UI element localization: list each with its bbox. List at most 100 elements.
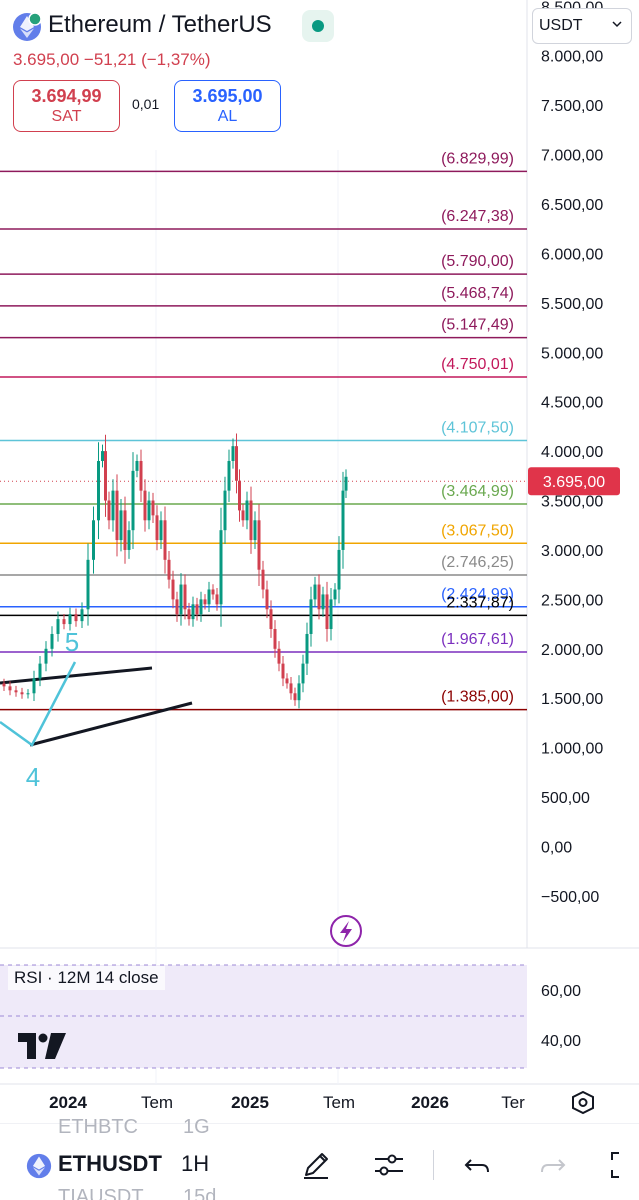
current-symbol[interactable]: ETHUSDT <box>58 1151 162 1176</box>
next-symbol[interactable]: TIAUSDT <box>58 1186 144 1200</box>
candle-body <box>143 490 147 521</box>
price-level-label: (2.424,99) <box>441 586 514 603</box>
candle-body <box>123 510 127 550</box>
chart-settings-icon <box>572 1090 594 1115</box>
pencil-icon[interactable] <box>296 1145 336 1185</box>
candle-body <box>2 683 6 687</box>
candle-body <box>38 663 42 679</box>
time-tick-label: 2024 <box>49 1093 87 1112</box>
candle-body <box>127 530 131 550</box>
candle-body <box>111 490 115 521</box>
redo-icon[interactable] <box>533 1145 573 1185</box>
candle-body <box>101 451 104 461</box>
wave-label-4: 4 <box>26 762 40 792</box>
chevron-down-icon <box>611 18 623 33</box>
sell-label: SAT <box>51 108 82 125</box>
candle-body <box>285 678 289 684</box>
price-tick-label: 4.500,00 <box>541 395 603 412</box>
candle-body <box>253 520 257 541</box>
candle-body <box>273 629 277 649</box>
candle-body <box>329 599 333 630</box>
candle-body <box>219 530 223 605</box>
candle-body <box>215 594 219 605</box>
candle-body <box>179 584 183 615</box>
price-level-label: (5.790,00) <box>441 253 514 270</box>
price-tick-label: 7.500,00 <box>541 98 603 115</box>
candle-body <box>199 599 203 615</box>
candle-body <box>183 584 187 610</box>
candle-body <box>155 515 159 541</box>
currency-select[interactable]: USDT <box>532 8 632 44</box>
price-tick-label: 1.500,00 <box>541 691 603 708</box>
candle-body <box>74 614 78 622</box>
candle-body <box>195 604 199 615</box>
buy-button[interactable]: 3.695,00 AL <box>174 80 281 132</box>
candle-body <box>337 549 341 590</box>
candle-body <box>261 569 265 590</box>
candle-body <box>14 690 18 693</box>
candle-body <box>321 594 325 610</box>
candle-body <box>231 446 235 461</box>
candle-body <box>107 500 111 521</box>
candle-body <box>211 589 215 595</box>
price-tick-label: −500,00 <box>541 889 599 906</box>
rsi-tick-label: 40,00 <box>541 1033 581 1050</box>
fullscreen-icon[interactable] <box>604 1145 639 1185</box>
candle-body <box>235 446 238 481</box>
candle-body <box>26 693 30 695</box>
price-tick-label: 0,00 <box>541 840 572 857</box>
candle-body <box>301 663 305 684</box>
candle-body <box>289 683 293 694</box>
trend-line-upper <box>0 666 153 685</box>
time-tick-label: 2025 <box>231 1093 269 1112</box>
candle-body <box>293 693 297 701</box>
candle-body <box>86 559 90 610</box>
settings-sliders-icon[interactable] <box>369 1145 409 1185</box>
buy-price: 3.695,00 <box>192 86 263 106</box>
symbol-title[interactable]: Ethereum / TetherUS <box>48 11 272 38</box>
lightning-bolt-icon <box>340 921 352 942</box>
candle-body <box>187 609 191 620</box>
candle-body <box>203 599 207 605</box>
ethereum-logo-icon <box>12 12 42 42</box>
price-tick-label: 2.500,00 <box>541 592 603 609</box>
bottom-toolbar <box>0 1124 639 1200</box>
candle-body <box>191 604 195 620</box>
candle-body <box>249 500 253 541</box>
candle-body <box>281 663 285 679</box>
price-tick-label: 7.000,00 <box>541 148 603 165</box>
price-tick-label: 3.500,00 <box>541 494 603 511</box>
price-level-label: (2.746,25) <box>441 554 514 571</box>
candle-body <box>309 599 313 634</box>
price-level-label: (1.385,00) <box>441 689 514 706</box>
candle-body <box>32 678 36 694</box>
wave-label-5: 5 <box>65 627 79 657</box>
rsi-indicator-label[interactable]: RSI · 12M 14 close <box>8 966 165 990</box>
price-change-line: 3.695,00 −51,21 (−1,37%) <box>13 50 211 69</box>
candle-body <box>265 589 269 610</box>
time-tick-label: 2026 <box>411 1093 449 1112</box>
candle-body <box>313 584 317 600</box>
last-price-label: 3.695,00 <box>543 474 605 491</box>
previous-symbol[interactable]: ETHBTC <box>58 1116 138 1138</box>
candle-body <box>131 470 135 531</box>
undo-icon[interactable] <box>457 1145 497 1185</box>
sell-button[interactable]: 3.694,99 SAT <box>13 80 120 132</box>
candle-body <box>277 648 281 664</box>
price-tick-label: 5.500,00 <box>541 296 603 313</box>
price-level-label: (1.967,61) <box>441 631 514 648</box>
candle-body <box>344 476 348 491</box>
timeframe-button[interactable]: 1H <box>181 1151 210 1176</box>
candle-body <box>56 619 60 634</box>
price-level-label: (3.067,50) <box>441 522 514 539</box>
candle-body <box>68 614 72 625</box>
previous-symbol-timeframe: 1G <box>183 1116 210 1138</box>
candle-body <box>341 490 345 550</box>
market-status-indicator[interactable] <box>302 10 334 42</box>
candle-body <box>151 500 155 516</box>
price-tick-label: 3.000,00 <box>541 543 603 560</box>
time-tick-label: Tem <box>323 1093 355 1112</box>
candle-body <box>238 480 241 511</box>
price-level-label: (6.247,38) <box>441 208 514 225</box>
